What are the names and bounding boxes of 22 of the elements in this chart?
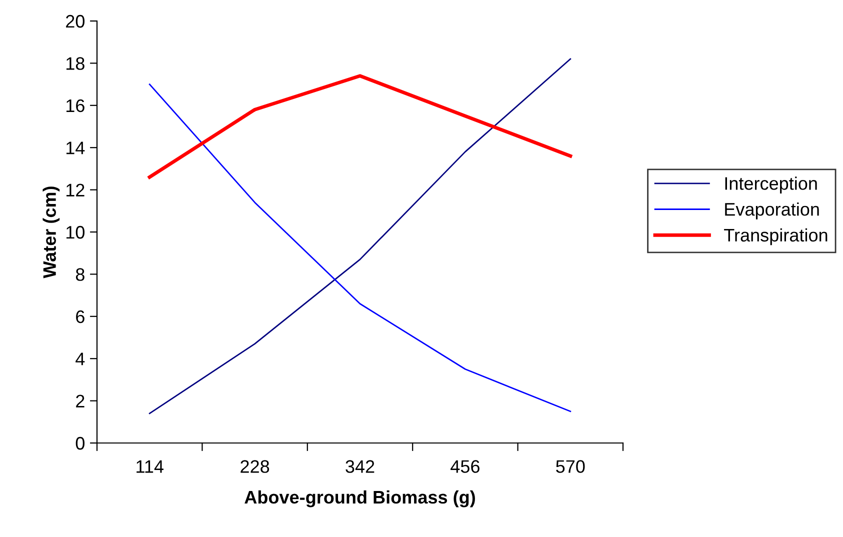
x-tick-label: 570: [556, 460, 585, 473]
x-axis-title: Above-ground Biomass (g): [244, 490, 475, 508]
y-tick-label: 16: [66, 99, 84, 112]
y-tick-label: 12: [66, 184, 84, 196]
legend-label: Interception: [725, 176, 817, 194]
y-tick-label: 4: [76, 352, 85, 366]
y-axis-title: Water (cm): [42, 186, 60, 278]
y-tick-label: 0: [76, 436, 84, 450]
y-tick-label: 20: [66, 14, 84, 28]
y-tick-label: 10: [66, 226, 84, 239]
line-series: [148, 74, 572, 179]
y-tick-label: 8: [76, 268, 84, 281]
y-tick-label: 14: [66, 142, 85, 154]
y-tick-label: 18: [66, 57, 84, 70]
x-tick-label: 456: [450, 460, 480, 473]
x-tick-label: 114: [136, 460, 164, 473]
legend-label: Evaporation: [725, 202, 819, 220]
y-tick-label: 2: [76, 394, 84, 408]
y-tick-label: 6: [76, 310, 84, 324]
legend-label: Transpiration: [724, 228, 828, 246]
x-tick-label: 342: [346, 460, 374, 473]
x-tick-label: 228: [240, 460, 270, 473]
